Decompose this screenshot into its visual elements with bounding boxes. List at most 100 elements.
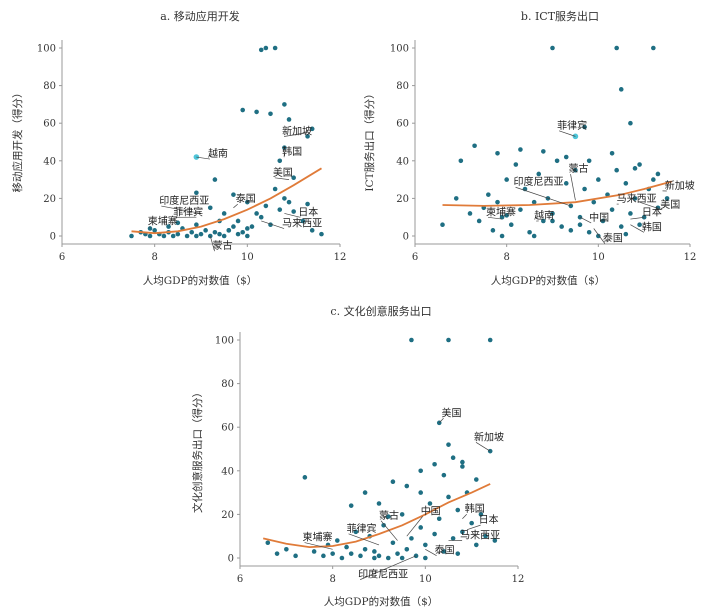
data-point xyxy=(258,47,264,53)
data-point xyxy=(231,192,236,197)
y-tick-label: 100 xyxy=(37,44,56,55)
data-point xyxy=(536,171,542,177)
data-point xyxy=(404,546,410,552)
data-point xyxy=(254,211,259,216)
country-label: 柬埔寨 xyxy=(303,531,333,544)
data-point xyxy=(609,150,615,156)
data-point xyxy=(441,472,447,478)
country-label: 泰国 xyxy=(236,192,256,205)
data-point xyxy=(632,166,638,171)
data-point xyxy=(651,177,656,182)
data-point xyxy=(399,512,405,517)
panel-b-ylabel: ICT服务出口（得分） xyxy=(363,88,376,191)
y-tick-label: 20 xyxy=(221,510,234,521)
data-point xyxy=(212,177,218,182)
data-point xyxy=(309,228,315,233)
data-point xyxy=(358,553,363,559)
data-point xyxy=(217,231,222,237)
data-point xyxy=(490,228,496,233)
data-point xyxy=(446,494,451,500)
data-point xyxy=(302,475,308,480)
data-point xyxy=(495,199,500,205)
data-point xyxy=(235,231,241,237)
data-point xyxy=(591,199,597,205)
data-point xyxy=(623,181,629,186)
data-point xyxy=(460,464,465,469)
data-point xyxy=(637,162,642,167)
data-point xyxy=(362,546,368,552)
trend-line xyxy=(442,180,672,207)
data-point xyxy=(265,540,271,546)
data-point xyxy=(554,158,560,164)
data-point xyxy=(486,192,491,197)
data-point xyxy=(263,203,269,209)
x-tick-label: 12 xyxy=(512,574,525,585)
country-label: 新加坡 xyxy=(282,124,312,137)
data-point xyxy=(427,501,433,506)
label-leader-line xyxy=(438,418,444,424)
data-point xyxy=(632,196,638,201)
data-point xyxy=(194,233,199,239)
label-leader-line xyxy=(360,555,417,580)
data-point xyxy=(362,490,368,495)
x-tick-label: 10 xyxy=(592,252,605,263)
country-label: 菲律宾 xyxy=(173,205,203,218)
y-tick-label: 40 xyxy=(396,156,409,167)
label-leader-line xyxy=(380,520,398,541)
panel-c-title: c. 文化创意服务出口 xyxy=(330,304,431,318)
panel-b-title: b. ICT服务出口 xyxy=(521,9,599,23)
data-point xyxy=(221,211,227,216)
data-point xyxy=(655,171,661,177)
data-point xyxy=(344,544,349,550)
data-point xyxy=(321,553,326,559)
x-tick-label: 6 xyxy=(412,252,418,263)
country-label: 马来西亚 xyxy=(282,218,322,230)
data-point xyxy=(272,45,278,51)
data-point xyxy=(399,555,405,561)
y-tick-label: 80 xyxy=(43,81,56,92)
x-tick-label: 8 xyxy=(151,252,157,263)
label-leader-line xyxy=(209,235,215,252)
data-point xyxy=(550,218,555,224)
data-point xyxy=(446,442,451,447)
country-label: 日本 xyxy=(642,205,662,218)
data-point xyxy=(600,218,606,224)
data-point xyxy=(348,503,354,508)
panel-a-title: a. 移动应用开发 xyxy=(160,9,240,23)
data-point xyxy=(531,199,537,205)
label-leader-line xyxy=(630,224,645,233)
data-point xyxy=(404,483,410,489)
country-label: 中国 xyxy=(589,211,609,224)
data-point xyxy=(586,158,592,164)
data-point xyxy=(637,222,642,228)
data-point xyxy=(282,102,287,107)
data-point xyxy=(460,529,465,535)
label-leader-line xyxy=(261,220,285,229)
panel-b-ict-export: b. ICT服务出口 人均GDP的对数值（$） ICT服务出口（得分） 0 20 4… xyxy=(363,9,696,287)
data-point xyxy=(170,233,176,239)
data-point xyxy=(582,124,587,130)
data-point xyxy=(573,167,578,173)
data-point xyxy=(277,158,283,164)
data-point xyxy=(129,233,134,239)
data-point xyxy=(390,479,396,485)
data-point xyxy=(291,175,296,181)
country-label: 新加坡 xyxy=(665,179,695,192)
x-tick-label: 12 xyxy=(684,252,697,263)
data-point xyxy=(390,540,396,546)
y-tick-label: 100 xyxy=(215,336,234,347)
data-point xyxy=(455,551,461,556)
data-point xyxy=(527,229,532,235)
panel-c-ylabel: 文化创意服务出口（得分） xyxy=(191,387,204,513)
country-label: 马来西亚 xyxy=(617,193,657,205)
data-point xyxy=(240,107,245,113)
country-label: 柬埔寨 xyxy=(486,205,516,218)
data-point xyxy=(492,538,498,543)
data-point xyxy=(458,158,464,164)
country-label: 越南 xyxy=(208,147,228,160)
data-point xyxy=(194,190,199,196)
data-point xyxy=(441,549,447,554)
data-point xyxy=(651,45,656,51)
country-label: 泰国 xyxy=(435,544,455,557)
country-label: 泰国 xyxy=(603,232,623,245)
